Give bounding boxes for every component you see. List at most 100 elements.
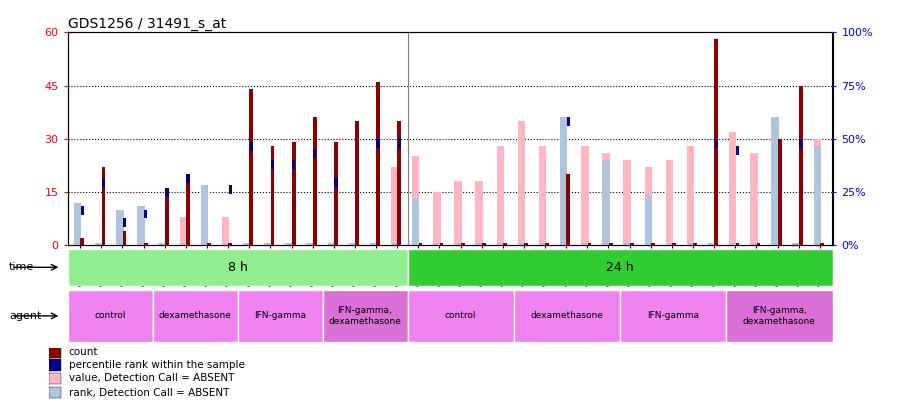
Bar: [138, 206, 145, 245]
Bar: [672, 243, 676, 245]
Bar: [771, 117, 778, 245]
Bar: [180, 243, 187, 245]
Bar: [771, 149, 778, 245]
Bar: [95, 243, 103, 245]
Bar: [588, 243, 591, 245]
Bar: [328, 243, 335, 245]
Bar: [602, 153, 609, 245]
Bar: [376, 139, 380, 147]
Bar: [433, 243, 441, 245]
Bar: [454, 243, 462, 245]
Bar: [356, 121, 359, 245]
Bar: [814, 146, 821, 245]
Bar: [376, 82, 380, 245]
Bar: [539, 146, 546, 245]
Bar: [81, 206, 84, 215]
Bar: [50, 373, 61, 384]
Bar: [285, 243, 292, 245]
Bar: [285, 243, 292, 245]
Bar: [412, 199, 419, 245]
Bar: [715, 40, 718, 245]
Bar: [271, 146, 274, 245]
Bar: [95, 243, 103, 245]
Bar: [644, 167, 652, 245]
Bar: [201, 185, 208, 245]
Bar: [180, 217, 187, 245]
Bar: [651, 243, 655, 245]
Bar: [793, 243, 800, 245]
Bar: [439, 243, 444, 245]
Bar: [348, 243, 356, 245]
Bar: [497, 146, 504, 245]
Bar: [433, 192, 441, 245]
Bar: [391, 167, 399, 245]
Bar: [735, 243, 739, 245]
Text: IFN-gamma: IFN-gamma: [254, 311, 306, 320]
Bar: [602, 160, 609, 245]
Bar: [68, 290, 152, 342]
Bar: [50, 346, 61, 358]
Bar: [799, 139, 803, 147]
Bar: [313, 149, 317, 158]
Bar: [165, 188, 168, 197]
Bar: [539, 243, 546, 245]
Bar: [292, 142, 295, 245]
Bar: [708, 243, 716, 245]
Bar: [715, 139, 718, 147]
Bar: [158, 243, 166, 245]
Bar: [729, 132, 736, 245]
Bar: [249, 89, 253, 245]
Bar: [158, 243, 166, 245]
Bar: [566, 174, 571, 245]
Text: time: time: [9, 262, 34, 272]
Bar: [207, 243, 211, 245]
Bar: [482, 243, 486, 245]
Bar: [814, 139, 821, 245]
Bar: [334, 178, 338, 187]
Bar: [545, 243, 549, 245]
Bar: [620, 290, 726, 342]
Bar: [560, 117, 567, 245]
Bar: [644, 196, 652, 245]
Bar: [102, 167, 105, 245]
Text: rank, Detection Call = ABSENT: rank, Detection Call = ABSENT: [68, 388, 229, 398]
Bar: [243, 243, 250, 245]
Bar: [271, 160, 274, 169]
Text: IFN-gamma,
dexamethasone: IFN-gamma, dexamethasone: [742, 306, 815, 326]
Bar: [398, 139, 401, 147]
Bar: [165, 192, 168, 245]
Bar: [608, 243, 613, 245]
Bar: [735, 146, 739, 155]
Bar: [144, 210, 148, 218]
Bar: [454, 181, 462, 245]
Bar: [222, 217, 230, 245]
Bar: [222, 243, 230, 245]
Bar: [313, 117, 317, 245]
Bar: [624, 243, 631, 245]
Bar: [391, 243, 399, 245]
Bar: [122, 231, 127, 245]
Bar: [186, 174, 190, 245]
Bar: [793, 243, 800, 245]
Bar: [567, 117, 570, 126]
Bar: [144, 243, 148, 245]
Bar: [624, 160, 631, 245]
Bar: [50, 387, 61, 399]
Bar: [418, 243, 422, 245]
Bar: [408, 249, 832, 286]
Bar: [799, 85, 803, 245]
Bar: [370, 243, 377, 245]
Bar: [693, 243, 697, 245]
Text: 8 h: 8 h: [228, 261, 248, 274]
Bar: [820, 243, 824, 245]
Bar: [518, 243, 525, 245]
Bar: [243, 243, 250, 245]
Text: IFN-gamma: IFN-gamma: [647, 311, 699, 320]
Bar: [322, 290, 408, 342]
Bar: [80, 238, 85, 245]
Bar: [264, 243, 272, 245]
Bar: [152, 290, 238, 342]
Bar: [74, 202, 81, 245]
Bar: [123, 218, 126, 227]
Bar: [370, 243, 377, 245]
